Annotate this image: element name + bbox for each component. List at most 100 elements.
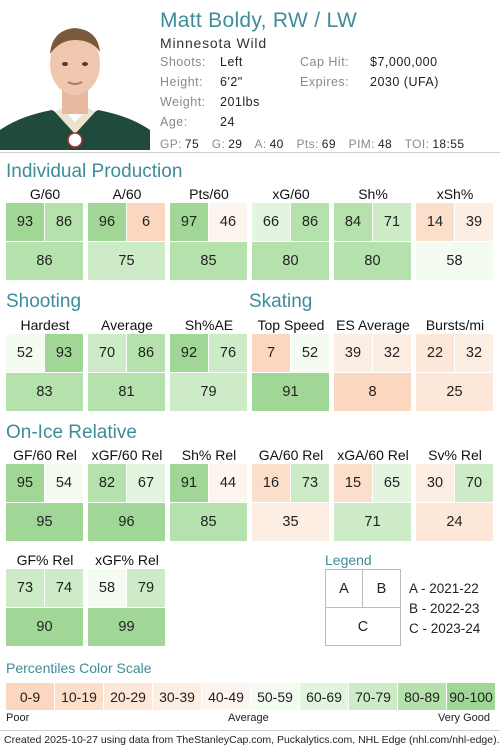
metric-pts60-c: 85 — [170, 242, 247, 280]
footer-divider — [0, 730, 500, 731]
metric-bursts-b: 32 — [455, 334, 493, 372]
metric-shae-a: 92 — [170, 334, 208, 372]
age-value: 24 — [220, 115, 235, 129]
metric-header-pts60: Pts/60 — [189, 186, 229, 202]
metric-shae-c: 79 — [170, 373, 247, 411]
metric-header-xgf60rel: xGF/60 Rel — [91, 447, 163, 463]
gp-value: 75 — [184, 137, 200, 151]
scale-bin-8: 80-89 — [398, 683, 446, 710]
metric-g60-c: 86 — [6, 242, 83, 280]
metric-header-average: Average — [101, 317, 153, 333]
metric-pts60-b: 46 — [209, 203, 247, 241]
caphit-value: $7,000,000 — [370, 55, 438, 69]
section-title-shooting: Shooting — [6, 291, 82, 312]
metric-gfpctrel-b: 74 — [45, 569, 83, 607]
metric-shpct-c: 80 — [334, 242, 411, 280]
pim-label: PIM: — [348, 137, 375, 151]
metric-ga60rel-b: 73 — [291, 464, 329, 502]
section-title-skating: Skating — [249, 291, 313, 312]
metric-xg60-c: 80 — [252, 242, 329, 280]
metric-average-c: 81 — [88, 373, 165, 411]
metric-gfpctrel-c: 90 — [6, 608, 83, 646]
metric-header-esavg: ES Average — [336, 317, 410, 333]
section-title-individual: Individual Production — [6, 161, 183, 182]
legend-cell-b: B — [362, 569, 401, 608]
metric-xgf60rel-b: 67 — [127, 464, 165, 502]
scale-bin-2: 20-29 — [104, 683, 152, 710]
metric-g60-a: 93 — [6, 203, 44, 241]
metric-topspeed-c: 91 — [252, 373, 329, 411]
gp-label: GP: — [160, 137, 182, 151]
metric-svrel-c: 24 — [416, 503, 493, 541]
scale-verygood-label: Very Good — [438, 712, 490, 724]
metric-shrel-a: 91 — [170, 464, 208, 502]
metric-hardest-a: 52 — [6, 334, 44, 372]
weight-label: Weight: — [160, 95, 206, 109]
metric-header-xgfpctrel: xGF% Rel — [95, 552, 159, 568]
metric-header-a60: A/60 — [112, 186, 142, 202]
metric-header-hardest: Hardest — [20, 317, 70, 333]
metric-header-shpct: Sh% — [358, 186, 388, 202]
metric-average-a: 70 — [88, 334, 126, 372]
metric-topspeed-a: 7 — [252, 334, 290, 372]
metric-xshpct-a: 14 — [416, 203, 454, 241]
metric-header-topspeed: Top Speed — [257, 317, 325, 333]
metric-header-xshpct: xSh% — [436, 186, 474, 202]
metric-header-shrel: Sh% Rel — [181, 447, 237, 463]
metric-bursts-a: 22 — [416, 334, 454, 372]
metric-bursts-c: 25 — [416, 373, 493, 411]
metric-pts60-a: 97 — [170, 203, 208, 241]
g-value: 29 — [228, 137, 243, 151]
metric-shrel-b: 44 — [209, 464, 247, 502]
scale-bin-7: 70-79 — [349, 683, 397, 710]
metric-xga60rel-a: 15 — [334, 464, 372, 502]
metric-xshpct-b: 39 — [455, 203, 493, 241]
metric-xgfpctrel-a: 58 — [88, 569, 126, 607]
scale-poor-label: Poor — [6, 712, 30, 724]
height-label: Height: — [160, 75, 204, 89]
metric-xga60rel-c: 71 — [334, 503, 411, 541]
divider — [0, 152, 500, 153]
metric-xgfpctrel-c: 99 — [88, 608, 165, 646]
scale-bin-6: 60-69 — [300, 683, 348, 710]
pts-value: 69 — [321, 137, 336, 151]
scale-bin-5: 50-59 — [251, 683, 299, 710]
g-label: G: — [211, 137, 226, 151]
metric-gf60rel-c: 95 — [6, 503, 83, 541]
metric-xgf60rel-a: 82 — [88, 464, 126, 502]
metric-shae-b: 76 — [209, 334, 247, 372]
metric-a60-a: 96 — [88, 203, 126, 241]
metric-header-xg60: xG/60 — [272, 186, 310, 202]
metric-topspeed-b: 52 — [291, 334, 329, 372]
scale-bin-0: 0-9 — [6, 683, 54, 710]
metric-shpct-a: 84 — [334, 203, 372, 241]
scale-bin-4: 40-49 — [202, 683, 250, 710]
metric-gf60rel-b: 54 — [45, 464, 83, 502]
metric-hardest-b: 93 — [45, 334, 83, 372]
scale-bin-3: 30-39 — [153, 683, 201, 710]
footer-credit: Created 2025-10-27 using data from TheSt… — [4, 734, 500, 746]
metric-average-b: 86 — [127, 334, 165, 372]
legend-title: Legend — [325, 552, 372, 568]
season-stats-line: GP: 75 G: 29 A: 40 Pts: 69 PIM: 48 TOI: 18:55 — [160, 137, 467, 151]
legend-text-a: A - 2021-22 — [409, 581, 479, 596]
toi-value: 18:55 — [432, 137, 465, 151]
player-name: Matt Boldy, RW / LW — [160, 9, 358, 32]
pim-value: 48 — [377, 137, 393, 151]
metric-header-gf60rel: GF/60 Rel — [13, 447, 77, 463]
metric-xgfpctrel-b: 79 — [127, 569, 165, 607]
metric-hardest-c: 83 — [6, 373, 83, 411]
age-label: Age: — [160, 115, 188, 129]
metric-header-xga60rel: xGA/60 Rel — [337, 447, 409, 463]
metric-header-g60: G/60 — [29, 186, 61, 202]
legend-text-c: C - 2023-24 — [409, 621, 481, 636]
metric-header-gfpctrel: GF% Rel — [16, 552, 74, 568]
a-label: A: — [254, 137, 267, 151]
a-value: 40 — [269, 137, 284, 151]
scale-title: Percentiles Color Scale — [6, 660, 152, 676]
metric-g60-b: 86 — [45, 203, 83, 241]
metric-a60-c: 75 — [88, 242, 165, 280]
metric-esavg-a: 39 — [334, 334, 372, 372]
metric-xgf60rel-c: 96 — [88, 503, 165, 541]
expires-value: 2030 (UFA) — [370, 75, 439, 89]
